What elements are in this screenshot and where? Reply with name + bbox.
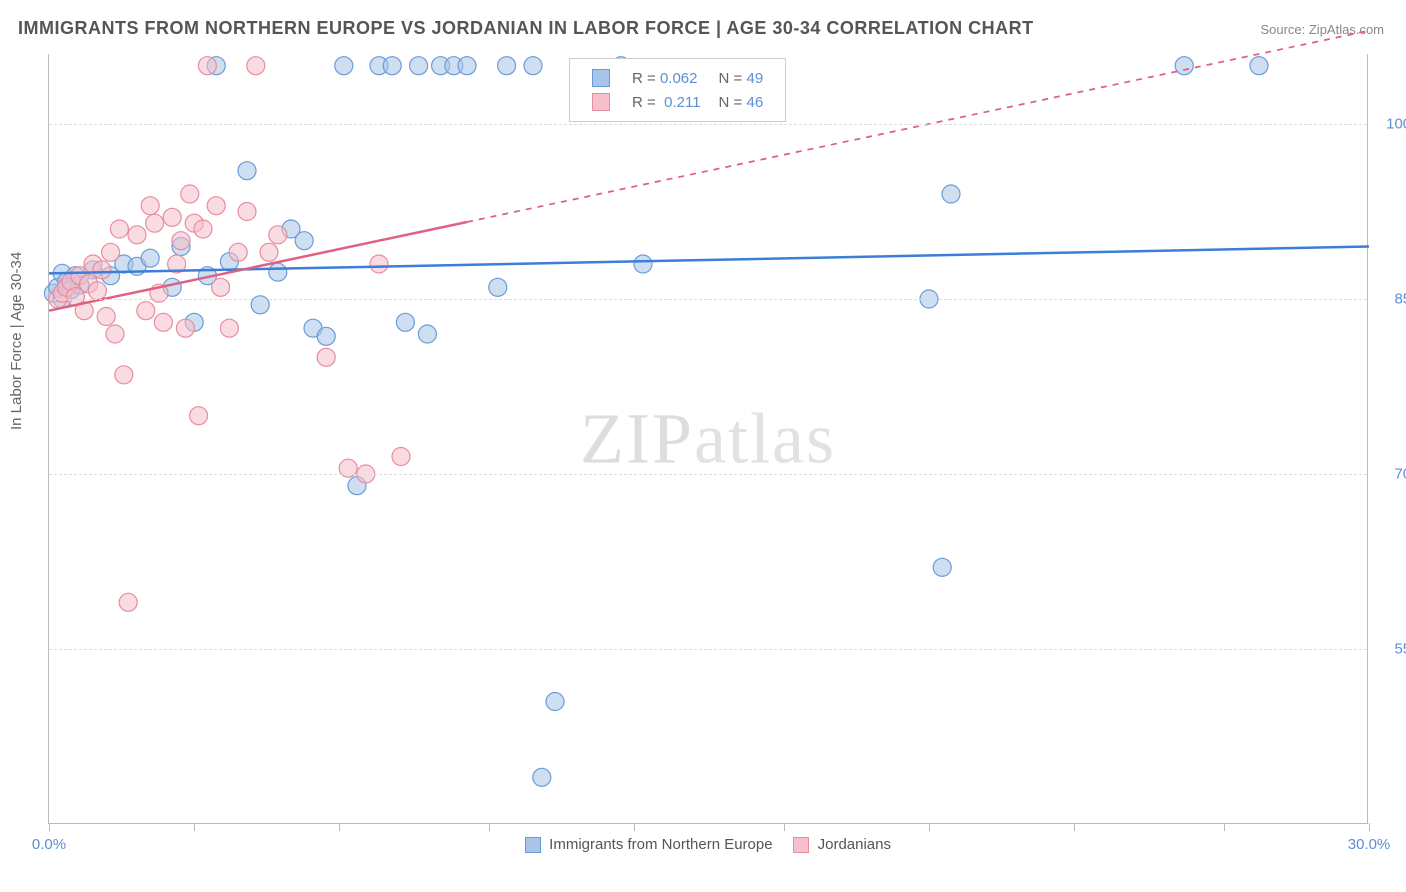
data-point-series-2 [392, 448, 410, 466]
data-point-series-2 [220, 319, 238, 337]
x-tick [1224, 823, 1225, 831]
data-point-series-2 [370, 255, 388, 273]
y-tick-label: 85.0% [1377, 291, 1406, 308]
data-point-series-1 [396, 313, 414, 331]
x-tick [489, 823, 490, 831]
data-point-series-2 [198, 57, 216, 75]
data-point-series-1 [335, 57, 353, 75]
swatch-series-2 [592, 93, 610, 111]
x-tick [339, 823, 340, 831]
data-point-series-1 [317, 327, 335, 345]
data-point-series-2 [181, 185, 199, 203]
data-point-series-2 [97, 308, 115, 326]
data-point-series-2 [137, 302, 155, 320]
stats-legend: R = 0.062 N = 49 R = 0.211 N = 46 [569, 58, 786, 122]
chart-plot-area: ZIPatlas R = 0.062 N = 49 R = 0.211 N = … [48, 54, 1368, 824]
data-point-series-1 [489, 278, 507, 296]
data-point-series-1 [238, 162, 256, 180]
data-point-series-2 [212, 278, 230, 296]
gridline [49, 124, 1367, 125]
data-point-series-2 [110, 220, 128, 238]
data-point-series-2 [238, 203, 256, 221]
x-tick [1369, 823, 1370, 831]
stats-row-series-1: R = 0.062 N = 49 [584, 67, 771, 89]
legend-label-1: Immigrants from Northern Europe [549, 836, 772, 853]
data-point-series-2 [190, 407, 208, 425]
data-point-series-2 [106, 325, 124, 343]
gridline [49, 474, 1367, 475]
scatter-svg [49, 54, 1367, 823]
data-point-series-1 [942, 185, 960, 203]
source-attribution: Source: ZipAtlas.com [1260, 22, 1384, 37]
x-tick [784, 823, 785, 831]
series-legend: Immigrants from Northern Europe Jordania… [525, 836, 891, 853]
data-point-series-2 [163, 208, 181, 226]
gridline [49, 299, 1367, 300]
data-point-series-2 [207, 197, 225, 215]
data-point-series-2 [194, 220, 212, 238]
x-tick [194, 823, 195, 831]
legend-swatch-1 [525, 837, 541, 853]
data-point-series-2 [247, 57, 265, 75]
data-point-series-1 [269, 263, 287, 281]
data-point-series-1 [295, 232, 313, 250]
data-point-series-1 [418, 325, 436, 343]
data-point-series-2 [172, 232, 190, 250]
swatch-series-1 [592, 69, 610, 87]
legend-swatch-2 [793, 837, 809, 853]
data-point-series-2 [317, 348, 335, 366]
data-point-series-2 [229, 243, 247, 261]
data-point-series-2 [154, 313, 172, 331]
x-tick-label: 30.0% [1348, 836, 1391, 853]
data-point-series-2 [115, 366, 133, 384]
x-tick [929, 823, 930, 831]
x-tick [1074, 823, 1075, 831]
y-axis-label: In Labor Force | Age 30-34 [8, 252, 25, 430]
data-point-series-1 [141, 249, 159, 267]
data-point-series-1 [933, 558, 951, 576]
x-tick-label: 0.0% [32, 836, 66, 853]
data-point-series-1 [458, 57, 476, 75]
data-point-series-2 [141, 197, 159, 215]
legend-label-2: Jordanians [818, 836, 891, 853]
data-point-series-1 [410, 57, 428, 75]
data-point-series-2 [146, 214, 164, 232]
data-point-series-2 [88, 282, 106, 300]
data-point-series-1 [634, 255, 652, 273]
data-point-series-1 [546, 693, 564, 711]
data-point-series-1 [1175, 57, 1193, 75]
data-point-series-2 [176, 319, 194, 337]
gridline [49, 649, 1367, 650]
data-point-series-1 [524, 57, 542, 75]
data-point-series-1 [383, 57, 401, 75]
data-point-series-2 [93, 261, 111, 279]
x-tick [634, 823, 635, 831]
chart-title: IMMIGRANTS FROM NORTHERN EUROPE VS JORDA… [18, 18, 1034, 39]
data-point-series-2 [102, 243, 120, 261]
data-point-series-2 [260, 243, 278, 261]
data-point-series-1 [498, 57, 516, 75]
data-point-series-1 [533, 768, 551, 786]
y-tick-label: 55.0% [1377, 641, 1406, 658]
stats-row-series-2: R = 0.211 N = 46 [584, 91, 771, 113]
y-tick-label: 70.0% [1377, 466, 1406, 483]
data-point-series-2 [128, 226, 146, 244]
x-tick [49, 823, 50, 831]
data-point-series-1 [1250, 57, 1268, 75]
data-point-series-2 [119, 593, 137, 611]
y-tick-label: 100.0% [1377, 116, 1406, 133]
data-point-series-2 [269, 226, 287, 244]
